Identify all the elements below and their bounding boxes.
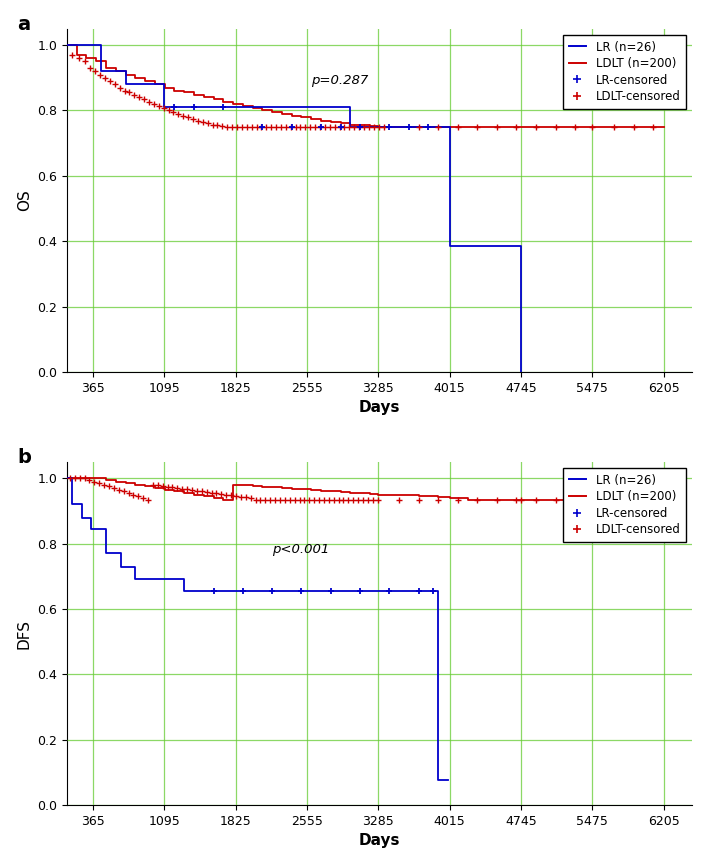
Text: p<0.001: p<0.001 bbox=[272, 543, 330, 556]
X-axis label: Days: Days bbox=[359, 833, 401, 849]
Text: a: a bbox=[17, 15, 30, 34]
Y-axis label: OS: OS bbox=[17, 189, 32, 211]
Y-axis label: DFS: DFS bbox=[17, 618, 32, 649]
Legend: LR (n=26), LDLT (n=200), LR-censored, LDLT-censored: LR (n=26), LDLT (n=200), LR-censored, LD… bbox=[563, 468, 686, 542]
Text: p=0.287: p=0.287 bbox=[311, 74, 369, 87]
X-axis label: Days: Days bbox=[359, 400, 401, 415]
Legend: LR (n=26), LDLT (n=200), LR-censored, LDLT-censored: LR (n=26), LDLT (n=200), LR-censored, LD… bbox=[563, 35, 686, 109]
Text: b: b bbox=[17, 448, 30, 467]
